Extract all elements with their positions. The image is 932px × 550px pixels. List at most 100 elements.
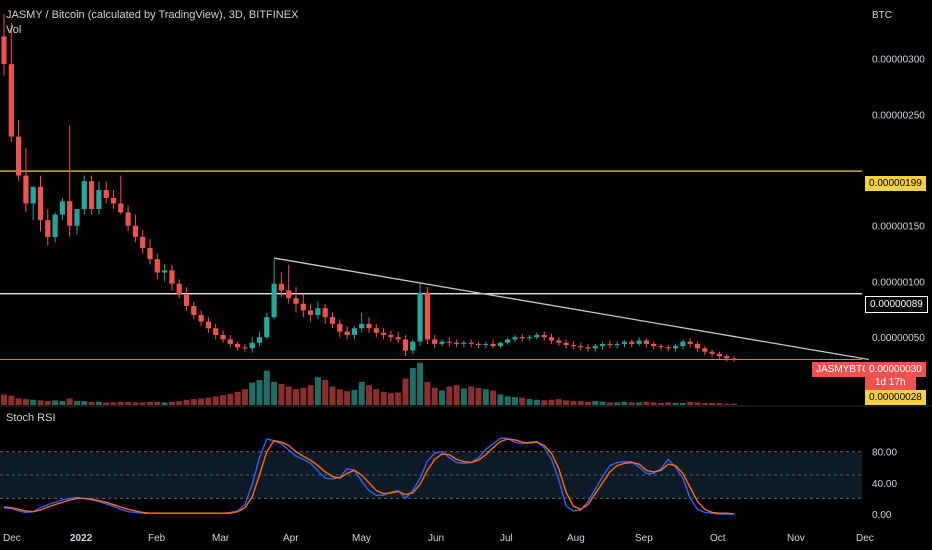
volume-bar — [103, 402, 110, 405]
candle-body — [658, 346, 664, 348]
candle-body — [125, 212, 131, 226]
volume-bar — [314, 377, 321, 405]
volume-bar — [66, 398, 73, 405]
rsi-tick-label: 0.00 — [872, 510, 892, 521]
volume-bar — [709, 403, 716, 405]
candle-body — [519, 337, 525, 339]
candle-body — [512, 337, 518, 340]
volume-bar — [190, 399, 197, 405]
candle-body — [497, 342, 503, 347]
volume-bar — [117, 401, 124, 405]
volume-bar — [512, 397, 518, 405]
volume-bar — [263, 370, 270, 405]
volume-bar — [241, 389, 248, 405]
time-tick-label: Jun — [428, 533, 444, 544]
candle-body — [643, 340, 649, 344]
candle-body — [585, 347, 591, 349]
candle-body — [8, 64, 14, 137]
volume-bar — [643, 401, 650, 405]
volume-bar — [74, 401, 80, 405]
volume-bar — [621, 401, 628, 405]
volume-bar — [541, 400, 548, 405]
time-tick-label: 2022 — [70, 533, 93, 544]
volume-bar — [504, 396, 511, 405]
candle-body — [213, 328, 219, 335]
volume-bar — [614, 402, 621, 405]
candle-body — [37, 186, 44, 221]
candle-body — [621, 341, 628, 344]
volume-bar — [592, 401, 599, 405]
volume-bar — [336, 389, 343, 405]
candle-body — [724, 356, 730, 359]
candle-body — [351, 328, 357, 335]
candle-body — [271, 283, 277, 318]
volume-bar — [110, 402, 117, 405]
price-tick-label: 0.00000250 — [872, 110, 925, 121]
volume-bar — [278, 383, 285, 405]
volume-bar — [482, 389, 489, 405]
price-levels — [0, 170, 862, 360]
candle-body — [30, 186, 36, 204]
volume-bar — [409, 368, 416, 405]
volume-bar — [519, 397, 526, 405]
volume-bar — [198, 398, 205, 405]
candle-body — [293, 298, 299, 304]
volume-bar — [599, 401, 606, 405]
candle-body — [162, 270, 168, 273]
candle-body — [89, 181, 95, 210]
candle-body — [592, 346, 598, 349]
candle-body — [256, 337, 263, 343]
candle-body — [264, 317, 270, 338]
volume-bar — [249, 382, 256, 405]
volume-bar — [52, 400, 59, 405]
volume-bar — [44, 401, 51, 405]
volume-bar — [665, 402, 672, 405]
candle-body — [556, 340, 562, 343]
candle-body — [337, 323, 343, 332]
candle-body — [23, 175, 29, 204]
candle-body — [432, 339, 438, 344]
volume-bar — [570, 401, 577, 405]
candle-body — [147, 248, 153, 260]
candle-body — [67, 201, 73, 226]
candle-body — [709, 351, 715, 354]
candle-body — [651, 343, 657, 347]
candle-body — [527, 337, 533, 339]
volume-bar — [139, 402, 146, 405]
price-tick-label: 0.00000050 — [872, 333, 925, 344]
candle-body — [490, 343, 496, 347]
candle-body — [249, 342, 255, 349]
volume-bar — [395, 392, 402, 405]
time-tick-label: May — [352, 533, 371, 544]
volume-bar — [439, 390, 445, 405]
volume-bar — [322, 379, 329, 405]
candle-body — [702, 348, 708, 352]
candle-body — [140, 236, 146, 249]
volume-bar — [22, 399, 29, 405]
candle-body — [534, 334, 540, 338]
time-tick-label: Sep — [635, 533, 653, 544]
candle-body — [110, 197, 117, 204]
price-tick-label: 0.00000100 — [872, 277, 925, 288]
volume-bar — [293, 389, 299, 405]
volume-bar — [731, 403, 737, 405]
candle-body — [198, 314, 204, 322]
price-tick-label: 0.00000300 — [872, 55, 925, 66]
volume-bar — [694, 402, 701, 405]
volume-bar — [658, 403, 664, 405]
candle-body — [388, 334, 394, 338]
volume-bar — [577, 401, 584, 405]
volume-bar — [373, 389, 380, 405]
stoch-rsi-label: Stoch RSI — [6, 412, 56, 424]
candle-body — [300, 303, 306, 311]
volume-bar — [446, 386, 453, 405]
candle-body — [242, 347, 248, 349]
volume-bar — [147, 401, 153, 405]
last-price-badge: 0.00000030 — [865, 362, 926, 377]
volume-bar — [548, 399, 555, 405]
volume-bar — [307, 385, 314, 405]
level-badge-yellow: 0.00000199 — [865, 176, 926, 191]
volume-bar — [366, 385, 372, 405]
volume-bar — [679, 403, 686, 405]
